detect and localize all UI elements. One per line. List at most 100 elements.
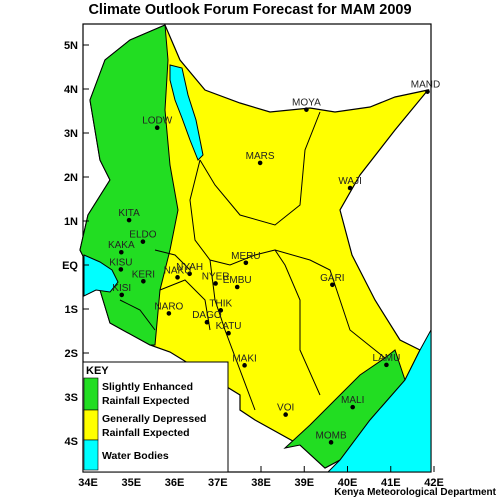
town-label: NAKU <box>164 265 192 276</box>
town-label: VOI <box>277 403 294 414</box>
town-label: NYER <box>202 271 230 282</box>
town-embu: EMBU <box>223 275 252 290</box>
town-label: MAND <box>411 80 440 91</box>
legend-label-line2: Rainfall Expected <box>102 395 190 407</box>
town-label: MOMB <box>316 430 347 441</box>
town-label: MOYA <box>292 98 321 109</box>
town-maki: MAKI <box>232 353 257 368</box>
town-dot <box>187 271 192 277</box>
legend-swatch <box>83 377 99 411</box>
lon-tick-label: 40E <box>338 477 358 489</box>
town-mali: MALI <box>341 395 364 410</box>
town-label: THIK <box>209 298 232 309</box>
lon-tick-label: 41E <box>381 477 401 489</box>
town-dot <box>242 363 247 368</box>
legend-label-line2: Rainfall Expected <box>102 427 190 439</box>
town-eldo: ELDO <box>129 230 157 244</box>
town-lodw: LODW <box>142 116 173 131</box>
lon-tick-label: 35E <box>121 477 141 489</box>
town-dot <box>141 278 146 284</box>
legend-swatch <box>83 439 99 471</box>
lon-tick-label: 34E <box>78 477 98 489</box>
town-lamu: LAMU <box>373 353 400 368</box>
town-moya: MOYA <box>292 98 321 112</box>
lat-tick-label: 2N <box>64 172 78 184</box>
town-dot <box>283 412 288 417</box>
town-dot <box>118 267 124 272</box>
town-momb: MOMB <box>316 430 347 445</box>
legend-item: Generally Depressed Rainfall Expected <box>83 409 206 441</box>
town-dot <box>119 292 125 298</box>
lat-tick-label: 1N <box>64 216 78 228</box>
legend-label-line1: Water Bodies <box>102 450 169 462</box>
town-waji: WAJI <box>338 176 362 191</box>
lat-tick-label: 4N <box>64 84 78 96</box>
town-dot <box>119 249 124 255</box>
town-dot <box>425 89 430 94</box>
town-label: LODW <box>142 116 173 127</box>
legend-item: Slightly Enhanced Rainfall Expected <box>83 377 193 411</box>
lon-tick-label: 36E <box>165 477 185 489</box>
town-mars: MARS <box>246 151 275 166</box>
town-kisi: KISI <box>112 283 131 298</box>
town-naku: NAKU <box>164 265 192 280</box>
map-title: Climate Outlook Forum Forecast for MAM 2… <box>88 2 412 18</box>
town-dot <box>304 107 309 112</box>
town-label: KISU <box>109 257 132 268</box>
town-label: KAKA <box>108 240 135 251</box>
town-dot <box>204 319 210 325</box>
town-naro: NARO <box>154 301 184 316</box>
lon-tick-label: 42E <box>424 477 444 489</box>
lat-tick-label: 2S <box>65 348 78 360</box>
lake-victoria <box>83 254 119 297</box>
town-dot <box>166 311 172 316</box>
town-kaka: KAKA <box>108 240 135 255</box>
town-dot <box>218 308 224 313</box>
town-label: KISI <box>112 283 131 294</box>
coordinate-axes: 34E 35E 36E 37E 38E 39E 40E 41E 42E 5N 4N 3N 2N 1N EQ 1… <box>62 40 444 489</box>
town-label: MALI <box>341 395 364 406</box>
town-label: KERI <box>132 269 155 280</box>
town-thik: THIK <box>209 298 232 313</box>
town-nyah: NYAH <box>176 262 203 277</box>
town-dot <box>126 217 132 223</box>
town-dot <box>213 281 218 286</box>
town-katu: KATU <box>216 321 242 336</box>
town-voi: VOI <box>277 403 294 417</box>
town-label: ELDO <box>129 230 156 241</box>
legend-item: Water Bodies <box>83 439 169 471</box>
lat-tick-label: 3N <box>64 128 78 140</box>
lon-tick-label: 38E <box>251 477 271 489</box>
lat-tick-label: 4S <box>65 436 78 448</box>
town-label: EMBU <box>223 275 252 286</box>
town-label: DAGO <box>192 310 222 321</box>
province-boundaries <box>119 111 386 411</box>
legend-box <box>82 361 229 473</box>
legend-label-line1: Generally Depressed <box>102 413 206 425</box>
town-mand: MAND <box>411 80 440 94</box>
town-dot <box>234 284 240 290</box>
town-dot <box>347 185 353 191</box>
town-dot <box>140 239 146 244</box>
town-label: WAJI <box>338 176 362 187</box>
town-dago: DAGO <box>192 310 222 325</box>
town-label: KITA <box>118 208 140 219</box>
legend-label-line1: Slightly Enhanced <box>102 381 193 393</box>
town-label: GARI <box>320 273 344 284</box>
town-kisu: KISU <box>109 257 133 272</box>
town-dot <box>154 125 160 131</box>
town-label: MAKI <box>232 353 256 364</box>
lat-tick-label: 5N <box>64 40 78 52</box>
lake-turkana <box>169 64 204 161</box>
town-dot <box>328 440 334 445</box>
town-dot <box>226 330 231 336</box>
enhanced-rainfall-region-coast <box>283 349 406 469</box>
town-dot <box>257 160 263 166</box>
town-dot <box>384 362 389 368</box>
lat-tick-label: EQ <box>62 260 78 272</box>
town-dot <box>175 275 180 280</box>
